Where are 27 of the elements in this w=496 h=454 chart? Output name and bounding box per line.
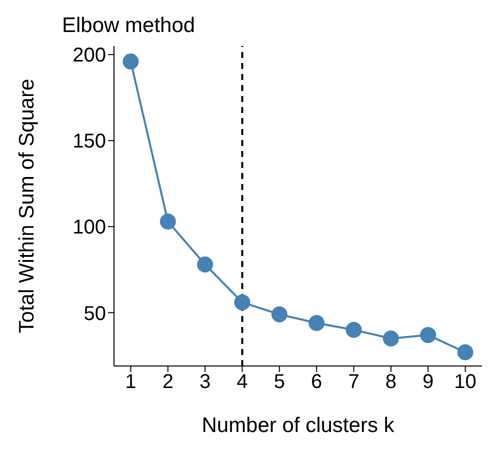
chart-title: Elbow method (62, 14, 196, 38)
point (160, 213, 176, 230)
x-tick-label: 7 (348, 371, 360, 394)
point (382, 330, 399, 346)
x-tick-label: 3 (200, 371, 211, 394)
y-tick-label: 100 (72, 216, 106, 239)
y-axis-title: Total Within Sum of Square (15, 78, 38, 334)
point (457, 344, 474, 360)
x-tick-label: 10 (454, 371, 476, 394)
x-tick-label: 1 (125, 371, 136, 394)
point (122, 53, 139, 70)
y-tick-label: 50 (84, 302, 106, 325)
x-tick-label: 2 (162, 371, 174, 394)
x-axis-title: Number of clusters k (202, 414, 395, 437)
x-tick-label: 9 (422, 371, 434, 394)
x-tick-label: 5 (274, 371, 285, 394)
x-tick-label: 4 (236, 371, 248, 394)
point (346, 322, 362, 338)
x-tick-label: 8 (385, 371, 396, 394)
y-tick-label: 150 (72, 130, 106, 153)
point (271, 306, 288, 322)
point (197, 256, 214, 272)
point (420, 327, 436, 344)
x-tick-label: 6 (311, 371, 322, 394)
point (234, 294, 250, 310)
point (308, 314, 325, 331)
y-tick-label: 200 (72, 44, 106, 67)
